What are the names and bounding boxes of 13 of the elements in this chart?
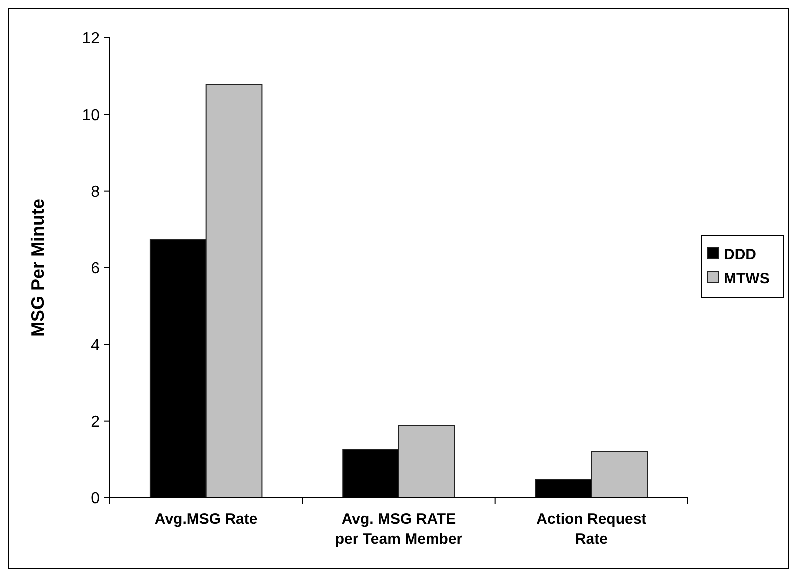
y-tick-label: 4 <box>91 337 100 354</box>
y-tick-label: 2 <box>91 414 100 431</box>
y-tick-label: 0 <box>91 490 100 508</box>
x-tick-label: Avg.MSG Rate <box>154 511 258 528</box>
y-axis-title: MSG Per Minute <box>28 198 48 338</box>
y-tick-label: 10 <box>82 107 100 124</box>
y-tick-label: 6 <box>91 260 100 278</box>
y-tick-label: 12 <box>82 30 100 48</box>
x-tick-label: Avg. MSG RATE per Team Member <box>335 511 463 548</box>
x-tick-label: Action Request Rate <box>536 511 647 548</box>
y-tick-label: 8 <box>91 184 100 201</box>
legend-label: DDD <box>724 246 757 264</box>
legend-label: MTWS <box>724 270 770 288</box>
